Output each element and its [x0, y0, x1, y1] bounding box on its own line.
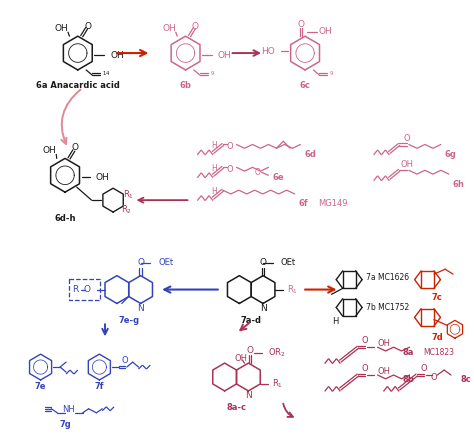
Text: OH: OH	[43, 146, 56, 155]
Text: OR$_2$: OR$_2$	[268, 347, 286, 359]
Text: O: O	[430, 374, 437, 382]
Text: 7e: 7e	[35, 382, 46, 392]
Text: OH: OH	[378, 339, 391, 348]
Text: R$_2$: R$_2$	[121, 204, 132, 216]
Text: O: O	[362, 363, 368, 373]
Text: N: N	[245, 392, 252, 400]
Text: O: O	[226, 142, 233, 151]
Text: H: H	[211, 141, 217, 150]
Text: O: O	[260, 258, 266, 267]
Text: H: H	[332, 317, 338, 326]
Text: 7c: 7c	[432, 293, 443, 302]
Text: O: O	[72, 143, 78, 152]
Text: O: O	[404, 134, 410, 143]
Text: 6d: 6d	[304, 150, 316, 159]
Text: OH: OH	[234, 354, 247, 363]
Text: OH: OH	[401, 160, 413, 169]
Text: OH: OH	[54, 24, 68, 33]
Text: OH: OH	[218, 51, 232, 59]
Text: H: H	[211, 187, 217, 196]
Text: R$_1$: R$_1$	[123, 189, 134, 202]
Text: OH: OH	[319, 27, 333, 36]
Text: O: O	[420, 363, 427, 373]
Text: O: O	[298, 20, 305, 29]
Text: 7d: 7d	[431, 333, 443, 342]
Text: OEt: OEt	[158, 258, 173, 267]
Text: OH: OH	[162, 24, 176, 33]
Text: R$_1$: R$_1$	[272, 378, 283, 390]
Text: N: N	[260, 304, 266, 313]
Text: OH: OH	[110, 51, 124, 59]
Text: MC1823: MC1823	[424, 348, 455, 357]
Text: R$_1$: R$_1$	[287, 283, 298, 296]
Text: 8a-c: 8a-c	[227, 403, 246, 412]
Text: O: O	[226, 165, 233, 174]
Text: O: O	[137, 258, 144, 267]
Text: OEt: OEt	[281, 258, 296, 267]
Text: 6a Anacardic acid: 6a Anacardic acid	[36, 81, 120, 90]
Text: 7b MC1752: 7b MC1752	[366, 303, 409, 312]
Text: O: O	[84, 22, 91, 31]
Text: OH: OH	[378, 367, 391, 376]
Text: R: R	[73, 285, 79, 294]
Text: O: O	[121, 356, 128, 365]
Text: 7a MC1626: 7a MC1626	[366, 273, 409, 282]
Text: OH: OH	[95, 173, 109, 182]
Text: HO: HO	[261, 47, 275, 55]
Text: 6g: 6g	[445, 150, 456, 159]
Text: 8a: 8a	[402, 348, 413, 357]
Text: MG149: MG149	[318, 199, 348, 209]
Text: 7e-g: 7e-g	[118, 316, 139, 325]
Text: 6e: 6e	[273, 173, 284, 182]
Text: 8c: 8c	[461, 375, 472, 385]
Text: 7a-d: 7a-d	[241, 316, 262, 325]
Text: 6d-h: 6d-h	[55, 213, 76, 223]
Text: N: N	[137, 304, 144, 313]
Text: NH: NH	[63, 405, 75, 414]
Text: $_{9}$: $_{9}$	[329, 70, 334, 78]
Text: $_{9}$: $_{9}$	[210, 70, 215, 78]
Text: O: O	[192, 22, 199, 31]
Text: 7f: 7f	[95, 382, 104, 392]
Text: 6f: 6f	[299, 199, 308, 209]
Text: H: H	[211, 164, 217, 173]
Text: 6h: 6h	[453, 180, 465, 188]
Text: 6c: 6c	[300, 81, 310, 90]
Text: O: O	[255, 168, 261, 177]
Text: O: O	[84, 285, 91, 294]
Text: O: O	[362, 336, 368, 345]
Text: 8b: 8b	[402, 375, 414, 385]
Text: 7g: 7g	[59, 420, 71, 429]
Text: $_{14}$: $_{14}$	[102, 70, 110, 78]
Text: O: O	[247, 346, 254, 355]
Text: 6b: 6b	[180, 81, 191, 90]
